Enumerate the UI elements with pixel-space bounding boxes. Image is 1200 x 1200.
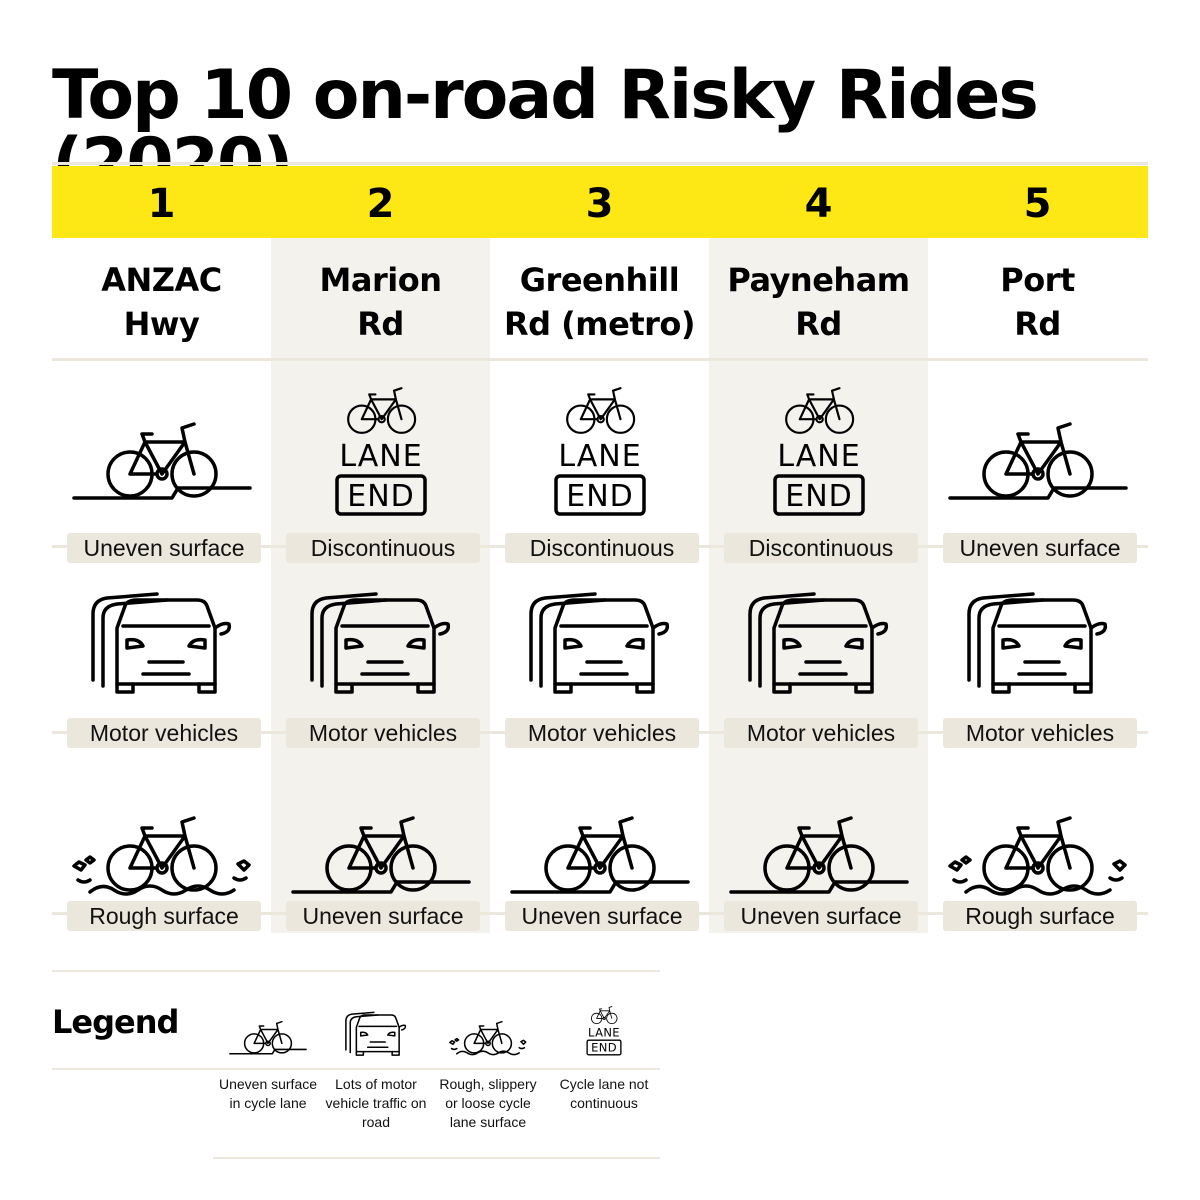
legend-top-rule [52, 970, 660, 972]
issue-label: Uneven surface [943, 533, 1137, 563]
issue-label: Discontinuous [724, 533, 918, 563]
lane-end-icon: LANE END [321, 382, 441, 527]
road-name: Marion Rd [319, 261, 442, 343]
issue-label: Uneven surface [286, 901, 480, 931]
rank-bar: 1 2 3 4 5 [52, 166, 1148, 238]
issue-label: Uneven surface [724, 901, 918, 931]
road-name: ANZAC Hwy [101, 261, 222, 343]
legend-label: Cycle lane not continuous [559, 1076, 649, 1111]
column-shade-2 [271, 238, 490, 933]
legend-label: Uneven surface in cycle lane [218, 1076, 318, 1111]
uneven-surface-icon [728, 796, 909, 911]
rank-number: 2 [366, 181, 395, 227]
uneven-surface-icon [71, 402, 252, 517]
legend-motor-vehicles-icon [343, 1008, 409, 1061]
legend-mid-rule [52, 1068, 660, 1070]
column-shade-4 [709, 238, 928, 933]
issue-label: Uneven surface [505, 901, 699, 931]
road-name: Payneham Rd [727, 261, 910, 343]
rank-number: 3 [585, 181, 614, 227]
issue-label: Discontinuous [286, 533, 480, 563]
uneven-surface-icon [290, 796, 471, 911]
road-name: Port Rd [1000, 261, 1075, 343]
header-top-rule [52, 162, 1148, 165]
legend-bottom-rule [213, 1157, 660, 1159]
svg-text:END: END [566, 479, 634, 514]
rank-number: 1 [147, 181, 176, 227]
motor-vehicles-icon [744, 584, 894, 699]
legend-uneven-surface-icon [229, 1012, 307, 1065]
motor-vehicles-icon [87, 584, 237, 699]
row-divider [52, 358, 1148, 361]
issue-label: Motor vehicles [67, 718, 261, 748]
rank-number: 5 [1023, 181, 1052, 227]
svg-text:LANE: LANE [339, 439, 422, 474]
lane-end-icon: LANE END [759, 382, 879, 527]
motor-vehicles-icon [963, 584, 1113, 699]
issue-label: Rough surface [67, 901, 261, 931]
legend-label: Lots of motor vehicle traffic on road [325, 1076, 427, 1130]
uneven-surface-icon [947, 402, 1128, 517]
svg-text:LANE: LANE [558, 439, 641, 474]
issue-label: Motor vehicles [943, 718, 1137, 748]
legend-label: Rough, slippery or loose cycle lane surf… [439, 1076, 537, 1130]
issue-label: Discontinuous [505, 533, 699, 563]
issue-label: Motor vehicles [286, 718, 480, 748]
rough-surface-icon [947, 796, 1128, 911]
issue-label: Motor vehicles [724, 718, 918, 748]
legend-lane-end-icon: LANE END [581, 1004, 627, 1063]
svg-text:LANE: LANE [588, 1025, 620, 1039]
lane-end-icon: LANE END [540, 382, 660, 527]
legend-title: Legend [52, 1003, 179, 1041]
issue-label: Uneven surface [67, 533, 261, 563]
issue-label: Motor vehicles [505, 718, 699, 748]
rank-number: 4 [804, 181, 833, 227]
svg-text:LANE: LANE [777, 439, 860, 474]
svg-text:END: END [785, 479, 853, 514]
motor-vehicles-icon [306, 584, 456, 699]
uneven-surface-icon [509, 796, 690, 911]
svg-text:END: END [347, 479, 415, 514]
legend-rough-surface-icon [449, 1012, 527, 1065]
motor-vehicles-icon [525, 584, 675, 699]
rough-surface-icon [71, 796, 252, 911]
svg-text:END: END [591, 1041, 617, 1055]
road-name: Greenhill Rd (metro) [503, 261, 696, 343]
issue-label: Rough surface [943, 901, 1137, 931]
